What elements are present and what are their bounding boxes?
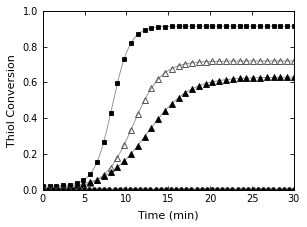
Y-axis label: Thiol Conversion: Thiol Conversion	[7, 54, 17, 147]
X-axis label: Time (min): Time (min)	[138, 210, 199, 220]
